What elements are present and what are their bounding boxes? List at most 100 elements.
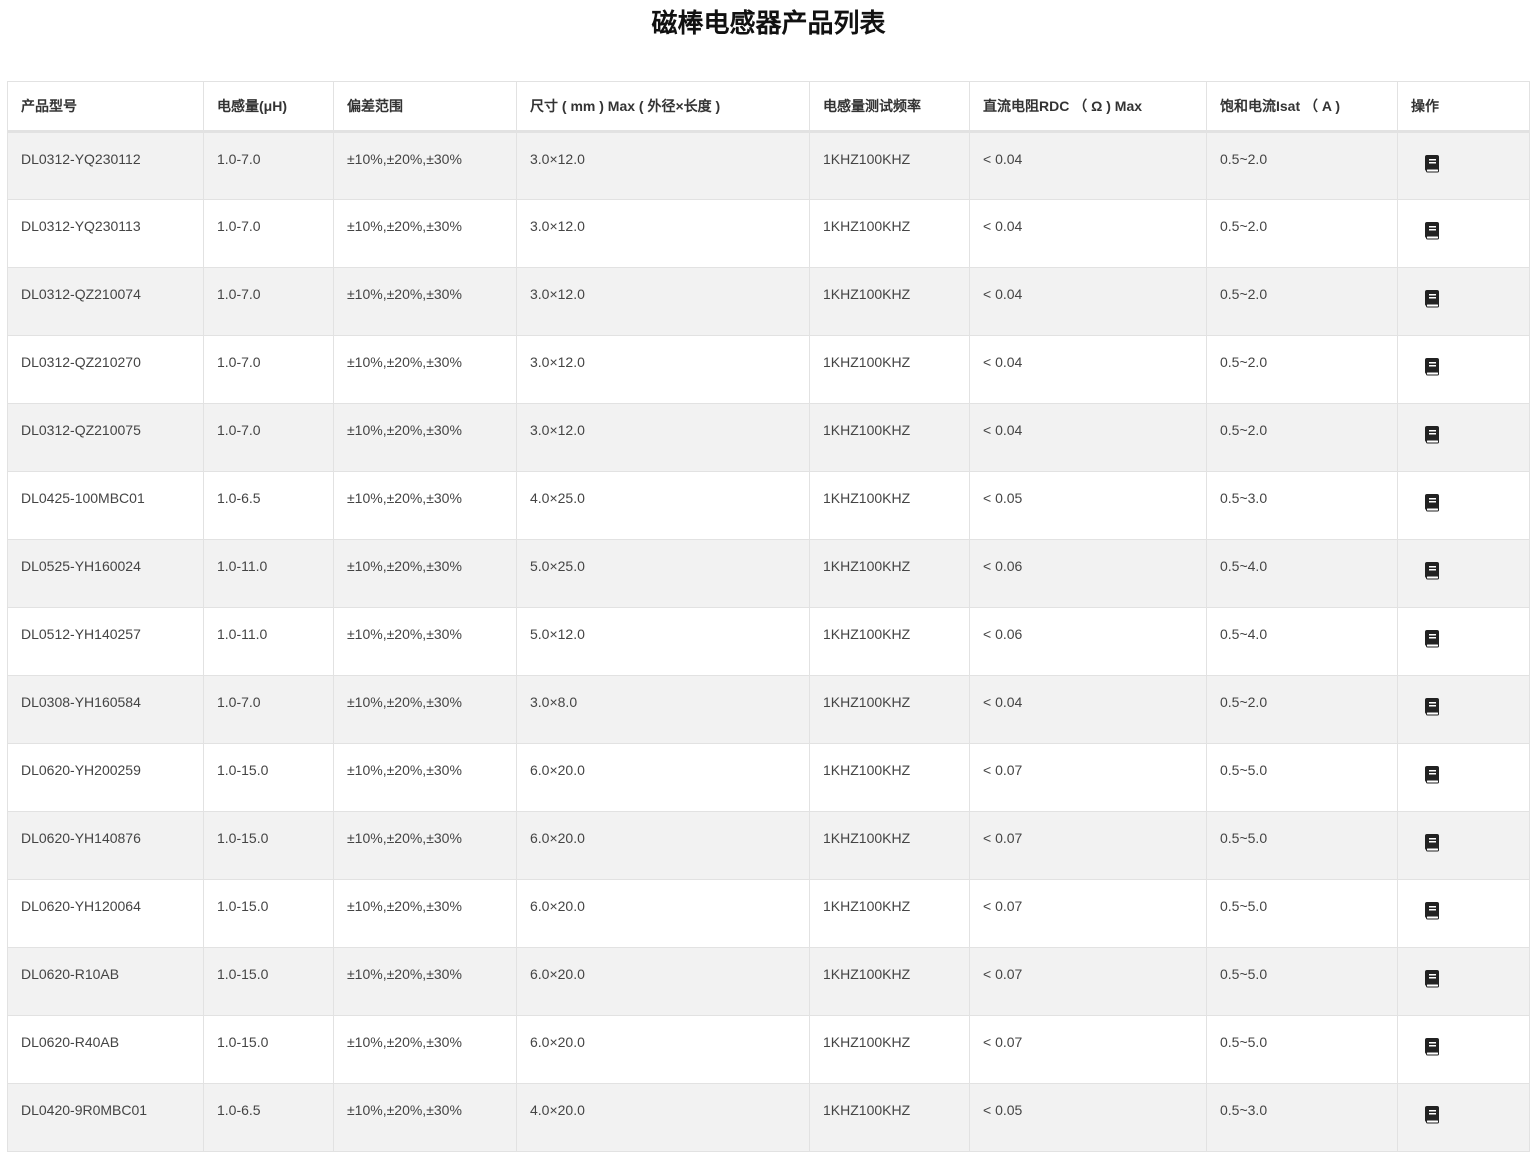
cell-inductance: 1.0-11.0 [203,607,334,676]
book-icon[interactable] [1425,358,1439,376]
cell-saturation-current: 0.5~3.0 [1206,1083,1398,1152]
cell-action [1397,675,1530,744]
cell-saturation-current: 0.5~4.0 [1206,607,1398,676]
table-row: DL0308-YH160584 1.0-7.0 ±10%,±20%,±30% 3.0×… [7,675,1530,744]
cell-dc-resistance: < 0.04 [969,199,1207,268]
cell-action [1397,471,1530,540]
table-row: DL0512-YH140257 1.0-11.0 ±10%,±20%,±30% 5.0… [7,607,1530,676]
cell-tolerance: ±10%,±20%,±30% [333,1083,517,1152]
cell-action [1397,1015,1530,1084]
book-icon[interactable] [1425,155,1439,173]
cell-dc-resistance: < 0.04 [969,403,1207,472]
cell-action [1397,539,1530,608]
book-icon[interactable] [1425,698,1439,716]
column-header-model: 产品型号 [7,81,204,133]
book-icon[interactable] [1425,834,1439,852]
cell-dc-resistance: < 0.05 [969,1083,1207,1152]
cell-test-frequency: 1KHZ100KHZ [809,675,970,744]
column-header-test-frequency: 电感量测试频率 [809,81,970,133]
cell-saturation-current: 0.5~2.0 [1206,199,1398,268]
book-icon[interactable] [1425,902,1439,920]
cell-size: 6.0×20.0 [516,811,810,880]
column-header-tolerance: 偏差范围 [333,81,517,133]
cell-size: 6.0×20.0 [516,1015,810,1084]
table-row: DL0425-100MBC01 1.0-6.5 ±10%,±20%,±30% 4.0×… [7,471,1530,540]
cell-model: DL0420-9R0MBC01 [7,1083,204,1152]
cell-dc-resistance: < 0.04 [969,267,1207,336]
book-icon[interactable] [1425,970,1439,988]
book-icon[interactable] [1425,426,1439,444]
table-row: DL0312-QZ210074 1.0-7.0 ±10%,±20%,±30% 3.0×… [7,267,1530,336]
cell-tolerance: ±10%,±20%,±30% [333,743,517,812]
cell-test-frequency: 1KHZ100KHZ [809,335,970,404]
cell-model: DL0620-YH140876 [7,811,204,880]
cell-model: DL0620-R40AB [7,1015,204,1084]
table-row: DL0312-QZ210075 1.0-7.0 ±10%,±20%,±30% 3.0×… [7,403,1530,472]
column-header-saturation-current: 饱和电流Isat （ A ) [1206,81,1398,133]
cell-size: 5.0×25.0 [516,539,810,608]
cell-size: 3.0×12.0 [516,199,810,268]
cell-size: 3.0×12.0 [516,335,810,404]
table-row: DL0312-YQ230112 1.0-7.0 ±10%,±20%,±30% 3.0×… [7,131,1530,200]
cell-action [1397,811,1530,880]
page-title: 磁棒电感器产品列表 [651,8,886,38]
cell-tolerance: ±10%,±20%,±30% [333,267,517,336]
cell-dc-resistance: < 0.04 [969,131,1207,200]
table-row: DL0620-R40AB 1.0-15.0 ±10%,±20%,±30% 6.0×20… [7,1015,1530,1084]
book-icon[interactable] [1425,1038,1439,1056]
table-row: DL0620-YH140876 1.0-15.0 ±10%,±20%,±30% 6.0… [7,811,1530,880]
cell-size: 6.0×20.0 [516,743,810,812]
cell-size: 5.0×12.0 [516,607,810,676]
cell-saturation-current: 0.5~4.0 [1206,539,1398,608]
cell-tolerance: ±10%,±20%,±30% [333,539,517,608]
cell-inductance: 1.0-7.0 [203,131,334,200]
book-icon[interactable] [1425,1106,1439,1124]
cell-tolerance: ±10%,±20%,±30% [333,675,517,744]
cell-test-frequency: 1KHZ100KHZ [809,1083,970,1152]
cell-model: DL0512-YH140257 [7,607,204,676]
cell-model: DL0425-100MBC01 [7,471,204,540]
cell-action [1397,1083,1530,1152]
book-icon[interactable] [1425,562,1439,580]
cell-model: DL0312-YQ230113 [7,199,204,268]
cell-tolerance: ±10%,±20%,±30% [333,471,517,540]
cell-tolerance: ±10%,±20%,±30% [333,199,517,268]
book-icon[interactable] [1425,630,1439,648]
cell-action [1397,131,1530,200]
cell-tolerance: ±10%,±20%,±30% [333,131,517,200]
cell-tolerance: ±10%,±20%,±30% [333,607,517,676]
cell-saturation-current: 0.5~5.0 [1206,743,1398,812]
product-table: 产品型号 电感量(μH) 偏差范围 尺寸 ( mm ) Max ( 外径×长度 ) 电感… [7,81,1530,1152]
cell-tolerance: ±10%,±20%,±30% [333,879,517,948]
cell-action [1397,607,1530,676]
cell-dc-resistance: < 0.04 [969,675,1207,744]
cell-tolerance: ±10%,±20%,±30% [333,811,517,880]
cell-model: DL0308-YH160584 [7,675,204,744]
cell-dc-resistance: < 0.04 [969,335,1207,404]
cell-test-frequency: 1KHZ100KHZ [809,471,970,540]
cell-saturation-current: 0.5~2.0 [1206,335,1398,404]
cell-saturation-current: 0.5~2.0 [1206,403,1398,472]
column-header-action: 操作 [1397,81,1530,133]
book-icon[interactable] [1425,494,1439,512]
cell-model: DL0312-QZ210270 [7,335,204,404]
column-header-size: 尺寸 ( mm ) Max ( 外径×长度 ) [516,81,810,133]
cell-tolerance: ±10%,±20%,±30% [333,403,517,472]
cell-test-frequency: 1KHZ100KHZ [809,811,970,880]
cell-saturation-current: 0.5~5.0 [1206,811,1398,880]
cell-size: 4.0×20.0 [516,1083,810,1152]
cell-action [1397,335,1530,404]
cell-size: 3.0×8.0 [516,675,810,744]
table-row: DL0312-QZ210270 1.0-7.0 ±10%,±20%,±30% 3.0×… [7,335,1530,404]
cell-inductance: 1.0-15.0 [203,811,334,880]
book-icon[interactable] [1425,222,1439,240]
column-header-dc-resistance: 直流电阻RDC （ Ω ) Max [969,81,1207,133]
cell-tolerance: ±10%,±20%,±30% [333,1015,517,1084]
cell-saturation-current: 0.5~2.0 [1206,675,1398,744]
book-icon[interactable] [1425,766,1439,784]
table-header: 产品型号 电感量(μH) 偏差范围 尺寸 ( mm ) Max ( 外径×长度 ) 电感… [7,81,1530,133]
book-icon[interactable] [1425,290,1439,308]
cell-dc-resistance: < 0.06 [969,539,1207,608]
cell-saturation-current: 0.5~5.0 [1206,1015,1398,1084]
cell-size: 6.0×20.0 [516,879,810,948]
